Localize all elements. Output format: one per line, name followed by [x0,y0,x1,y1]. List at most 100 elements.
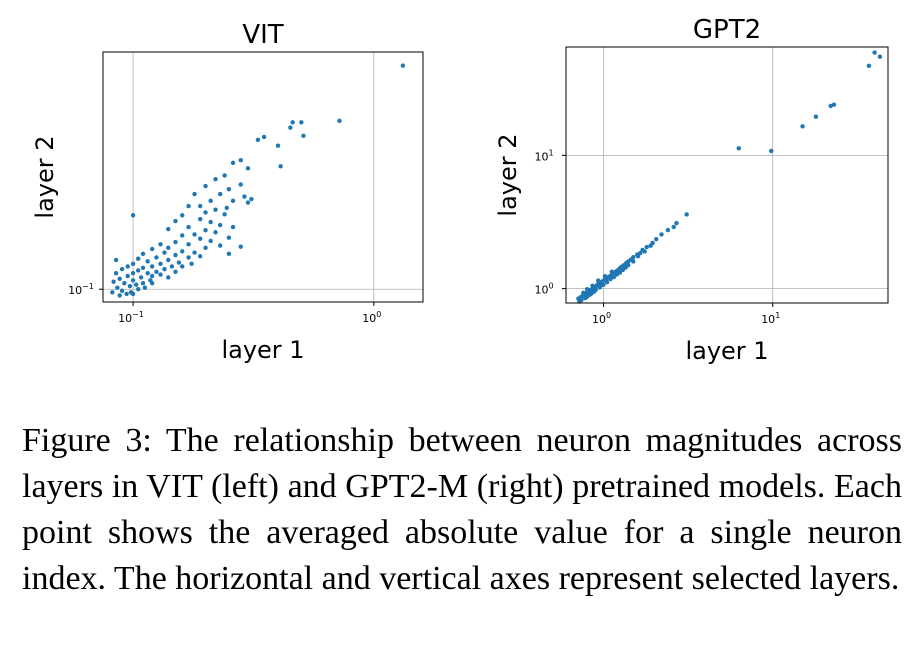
data-point [872,50,877,55]
data-point [288,125,293,130]
x-axis-label: layer 1 [221,336,304,364]
data-point [125,273,130,279]
data-point [145,271,150,276]
data-point [587,292,593,297]
data-point [674,220,679,226]
data-point [337,118,342,124]
data-point [226,187,232,192]
data-point [604,279,610,285]
data-point [110,290,115,295]
data-point [238,182,243,187]
data-point [222,173,227,178]
data-point [608,276,613,282]
data-point [208,198,213,204]
data-point [584,287,590,292]
data-point [166,245,171,251]
figure: 10−1 100 10−1 VIT layer 1 layer 2 100 101 100 10… [0,0,908,390]
data-point [162,250,167,255]
data-point [149,264,155,269]
data-point [208,238,213,244]
data-point [186,203,191,209]
data-point [866,63,872,68]
data-point [138,275,144,280]
data-point [278,164,283,169]
x-tick-label: 10−1 [118,310,144,325]
data-point [213,207,218,212]
vit-panel: 10−1 100 10−1 VIT layer 1 layer 2 [0,0,450,390]
data-point [140,281,146,286]
data-point [203,210,208,215]
data-point [226,235,232,240]
plot-frame [102,51,424,303]
y-axis-label: layer 2 [31,135,59,218]
gpt2-panel: 100 101 100 101 GPT2 layer 1 layer 2 [458,0,908,390]
chart-title: GPT2 [693,15,761,45]
data-point [173,269,178,275]
data-point [665,227,671,233]
y-tick-label: 100 [534,282,553,297]
data-point [186,255,191,260]
data-point [301,133,306,139]
data-point [111,279,116,284]
data-point [149,273,155,279]
data-point [198,236,203,241]
data-point [127,283,133,289]
data-point [224,205,229,211]
data-point [154,269,159,275]
data-point [602,273,608,279]
data-point [591,289,597,294]
data-point [130,291,136,297]
data-point [130,271,136,276]
data-point [130,278,136,283]
chart-title: VIT [242,20,283,50]
data-point [400,63,406,68]
data-point [583,295,588,301]
data-point [599,283,604,288]
data-point [117,276,122,282]
data-point [213,176,218,182]
data-point [158,242,163,247]
data-points [110,63,406,298]
data-point [135,256,141,261]
figure-caption: Figure 3: The relationship between neuro… [22,422,902,597]
data-point [238,158,243,163]
data-point [198,254,203,259]
data-point [590,283,595,288]
data-point [222,212,227,217]
data-point [631,259,636,264]
data-point [140,265,146,270]
data-point [180,249,185,254]
data-point [186,224,191,230]
x-tick-label: 101 [761,311,780,326]
data-point [245,200,251,205]
data-point [169,264,175,269]
data-point [203,183,208,189]
data-point [299,120,304,125]
data-point [828,103,833,109]
data-point [203,227,208,233]
y-tick-label: 101 [534,148,553,163]
data-point [162,266,167,272]
data-point [213,230,218,235]
data-point [135,287,141,292]
data-point [800,124,805,129]
data-point [203,245,208,251]
data-point [192,191,197,197]
data-point [192,250,197,255]
data-point [813,114,819,119]
data-point [217,222,223,228]
data-point [596,278,601,283]
data-point [609,269,615,274]
data-point [124,291,129,297]
x-tick-label: 100 [592,311,611,326]
data-point [255,137,261,143]
data-point [117,293,122,298]
data-point [149,281,155,286]
data-point [158,272,163,277]
data-point [581,290,586,296]
data-point [130,213,136,218]
data-point [173,252,178,258]
data-point [189,261,194,267]
data-point [635,254,641,259]
data-point [242,194,247,199]
